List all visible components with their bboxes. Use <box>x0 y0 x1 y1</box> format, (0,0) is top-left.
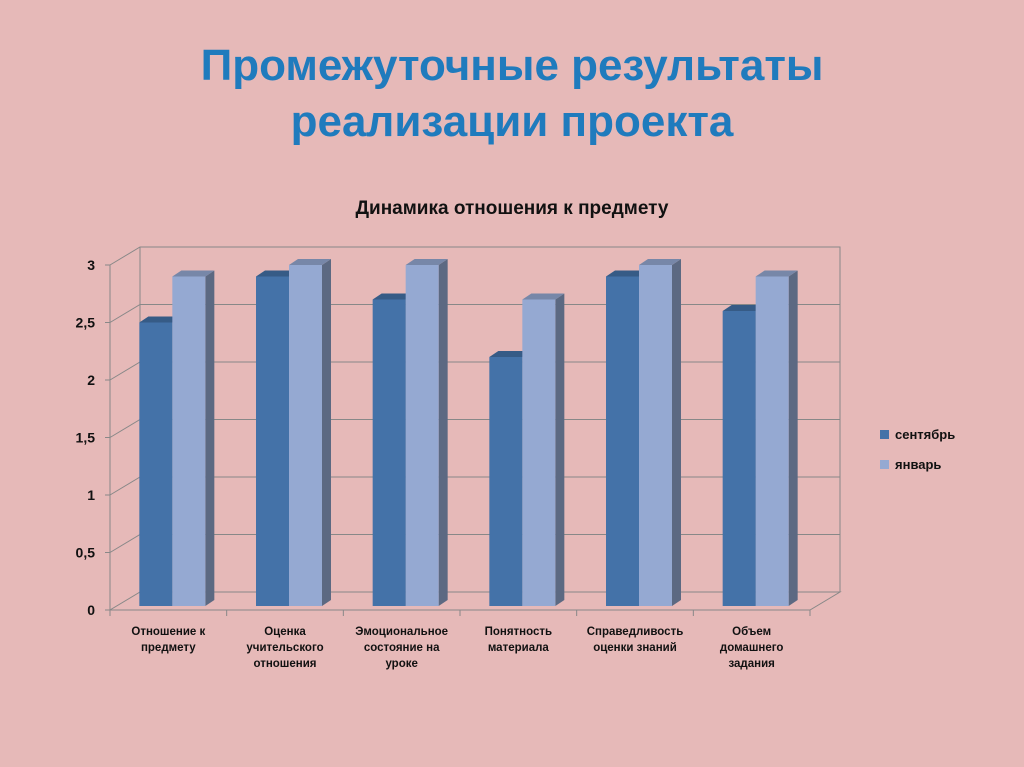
chart-title: Динамика отношения к предмету <box>355 198 668 219</box>
bar <box>755 270 798 606</box>
x-category-label-line: оценки знаний <box>593 642 677 654</box>
bar-side <box>438 259 448 606</box>
gridline <box>109 246 840 266</box>
x-category-label: Справедливость оценки знаний <box>587 626 684 654</box>
bar-front <box>522 299 556 606</box>
bar-side <box>672 259 681 606</box>
bar-front <box>256 276 289 606</box>
bar-side <box>788 270 798 606</box>
x-category-label: Оценка учительского отношения <box>246 626 323 670</box>
y-tick-label: 0,5 <box>76 545 96 561</box>
bar-top <box>289 259 331 265</box>
legend-label: сентябрь <box>895 427 955 442</box>
bar-top <box>372 293 415 300</box>
bar-top <box>172 270 215 277</box>
bar-side <box>205 270 215 606</box>
x-category-label-line: домашнего <box>720 642 784 654</box>
bar-top <box>489 351 532 357</box>
bar-top <box>606 270 648 277</box>
bar-top <box>139 316 182 323</box>
slide-title-line-1: Промежуточные результаты <box>200 41 824 90</box>
y-tick-label: 2 <box>87 372 95 388</box>
legend-swatch <box>880 430 889 439</box>
bar-front <box>289 265 322 606</box>
x-category-label-line: задания <box>728 658 774 670</box>
bar-top <box>256 270 298 277</box>
bar-front <box>172 276 206 606</box>
x-category-label-line: уроке <box>385 658 417 670</box>
bar-side <box>555 293 565 606</box>
y-tick-label: 3 <box>87 257 95 273</box>
x-category-label-line: учительского <box>246 642 323 654</box>
bar-front <box>755 276 789 606</box>
x-category-label-line: отношения <box>253 658 316 670</box>
legend-swatch <box>880 460 889 469</box>
bar <box>405 259 448 606</box>
x-category-label: Отношение к предмету <box>131 626 205 654</box>
y-tick-label: 2,5 <box>76 315 96 331</box>
x-category-label-line: Объем <box>732 626 771 638</box>
bar-top <box>639 259 681 265</box>
bar <box>289 259 331 606</box>
bar <box>522 293 565 606</box>
x-category-label-line: Оценка <box>264 626 306 638</box>
x-category-label-line: Эмоциональное <box>355 626 448 638</box>
slide-title: Промежуточные результаты реализации прое… <box>0 38 1024 150</box>
y-tick-label: 0 <box>87 602 95 618</box>
x-category-label-line: Понятность <box>485 626 553 638</box>
x-category-label-line: Отношение к <box>131 626 205 638</box>
bar-front <box>405 265 439 606</box>
bar <box>172 270 215 606</box>
bar-front <box>139 322 173 606</box>
y-tick-label: 1,5 <box>76 430 96 446</box>
legend-label: январь <box>895 457 941 472</box>
bar-top <box>755 270 798 277</box>
x-category-label: Понятность материала <box>485 626 553 654</box>
x-category-label: Эмоциональное состояние на уроке <box>355 626 448 670</box>
x-category-label-line: Справедливость <box>587 626 684 638</box>
x-category-label-line: материала <box>488 642 550 654</box>
bar-front <box>606 276 639 606</box>
bar-front <box>489 357 523 606</box>
bar-front <box>639 265 672 606</box>
bar-front <box>722 311 756 606</box>
slide-title-line-2: реализации проекта <box>290 97 734 146</box>
y-tick-label: 1 <box>87 487 95 503</box>
bar <box>639 259 681 606</box>
bar-top <box>522 293 565 300</box>
x-category-label: Объем домашнего задания <box>720 626 784 670</box>
bar-front <box>372 299 406 606</box>
x-category-label-line: состояние на <box>364 642 440 654</box>
bar-side <box>322 259 331 606</box>
bar-top <box>405 259 448 265</box>
bar-top <box>722 305 765 311</box>
x-category-label-line: предмету <box>141 642 196 654</box>
